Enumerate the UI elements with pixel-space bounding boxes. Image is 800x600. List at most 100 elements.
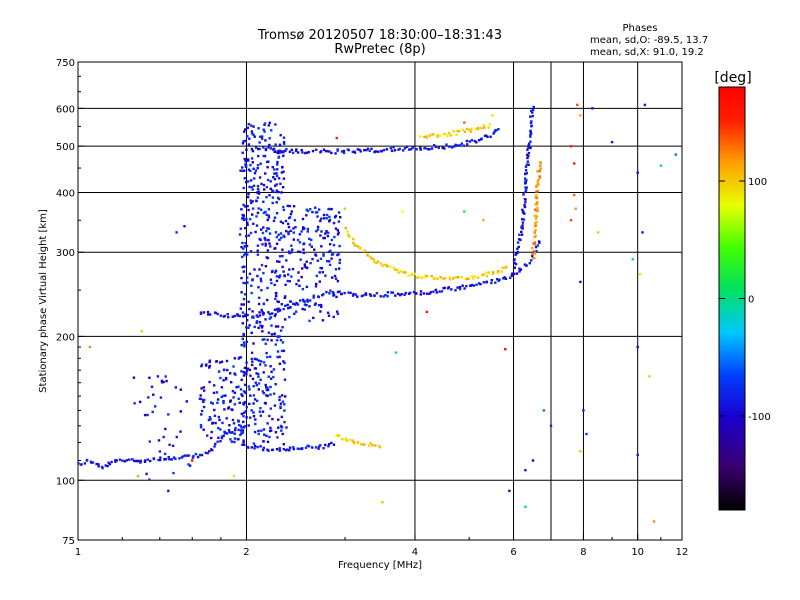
- data-point: [332, 315, 335, 319]
- data-point: [269, 278, 273, 281]
- data-point: [336, 148, 339, 151]
- data-point: [303, 151, 307, 155]
- data-point: [376, 150, 379, 153]
- data-point: [248, 272, 252, 275]
- data-point: [164, 427, 167, 431]
- data-point: [336, 312, 340, 316]
- data-point: [227, 429, 231, 432]
- data-point: [77, 462, 80, 465]
- data-point: [265, 386, 268, 389]
- data-point: [269, 385, 272, 389]
- data-point: [366, 147, 370, 150]
- data-point: [374, 150, 377, 153]
- data-point: [240, 343, 243, 347]
- data-point: [334, 214, 338, 218]
- data-point: [250, 201, 253, 205]
- data-point: [211, 402, 214, 405]
- data-point: [266, 256, 270, 260]
- data-point: [213, 384, 216, 387]
- data-point: [438, 134, 441, 137]
- data-point: [301, 307, 304, 311]
- data-point: [325, 230, 328, 234]
- data-point: [338, 244, 341, 248]
- data-point: [463, 287, 466, 290]
- data-point: [268, 121, 271, 124]
- data-point: [208, 380, 211, 384]
- data-point: [365, 148, 368, 152]
- data-point: [237, 397, 240, 400]
- data-point: [275, 279, 279, 283]
- data-point: [242, 297, 246, 301]
- data-point: [436, 135, 439, 139]
- data-point: [464, 277, 467, 281]
- data-point: [280, 426, 283, 429]
- data-point: [242, 270, 245, 273]
- data-point: [316, 228, 320, 231]
- data-point: [513, 262, 516, 265]
- data-point: [223, 314, 226, 318]
- data-point: [210, 436, 213, 440]
- data-point: [136, 475, 140, 478]
- data-point: [274, 143, 277, 146]
- data-point: [91, 461, 95, 464]
- data-point: [233, 428, 237, 432]
- data-point: [219, 361, 222, 364]
- data-point: [254, 230, 257, 234]
- data-point: [183, 225, 186, 228]
- data-point: [165, 379, 168, 383]
- data-point: [329, 289, 332, 292]
- data-point: [273, 150, 276, 153]
- data-point: [264, 265, 268, 268]
- data-point: [79, 463, 83, 466]
- data-point: [157, 458, 160, 462]
- data-point: [160, 379, 164, 383]
- data-point: [428, 134, 431, 137]
- data-point: [288, 216, 291, 220]
- data-point: [289, 300, 293, 303]
- data-point: [450, 146, 454, 149]
- data-point: [482, 273, 485, 276]
- data-point: [334, 227, 338, 230]
- data-point: [528, 262, 531, 265]
- data-point: [273, 147, 276, 150]
- data-point: [282, 154, 285, 157]
- data-point: [274, 313, 277, 316]
- data-point: [516, 241, 520, 244]
- data-point: [250, 130, 254, 133]
- data-point: [314, 446, 318, 449]
- data-point: [261, 324, 264, 328]
- data-point: [311, 149, 315, 153]
- data-point: [174, 386, 177, 389]
- data-point: [328, 218, 332, 222]
- data-point: [246, 367, 250, 370]
- data-point: [266, 386, 269, 389]
- colorbar-tick-label: 0: [748, 295, 754, 306]
- data-point: [410, 147, 413, 151]
- data-point: [273, 404, 277, 407]
- y-tick-label: 600: [56, 104, 75, 115]
- data-point: [531, 246, 534, 250]
- data-point: [242, 441, 245, 444]
- x-ticks: 1 2 4 6 8 10 12: [75, 534, 688, 558]
- data-point: [300, 148, 303, 152]
- data-point: [275, 235, 279, 239]
- data-point: [270, 281, 273, 285]
- data-point: [270, 324, 273, 327]
- data-point: [257, 372, 260, 376]
- data-point: [332, 292, 335, 295]
- data-point: [295, 148, 298, 151]
- data-point: [463, 210, 466, 213]
- data-point: [290, 210, 293, 213]
- data-point: [336, 279, 340, 283]
- data-point: [255, 372, 258, 375]
- data-point: [247, 385, 251, 388]
- data-point: [270, 333, 274, 336]
- data-point: [240, 208, 243, 211]
- data-point: [419, 148, 422, 151]
- data-point: [145, 472, 148, 476]
- data-point: [256, 191, 259, 194]
- data-point: [292, 446, 295, 449]
- data-point: [529, 115, 532, 118]
- data-point: [530, 252, 534, 256]
- data-point: [333, 274, 337, 278]
